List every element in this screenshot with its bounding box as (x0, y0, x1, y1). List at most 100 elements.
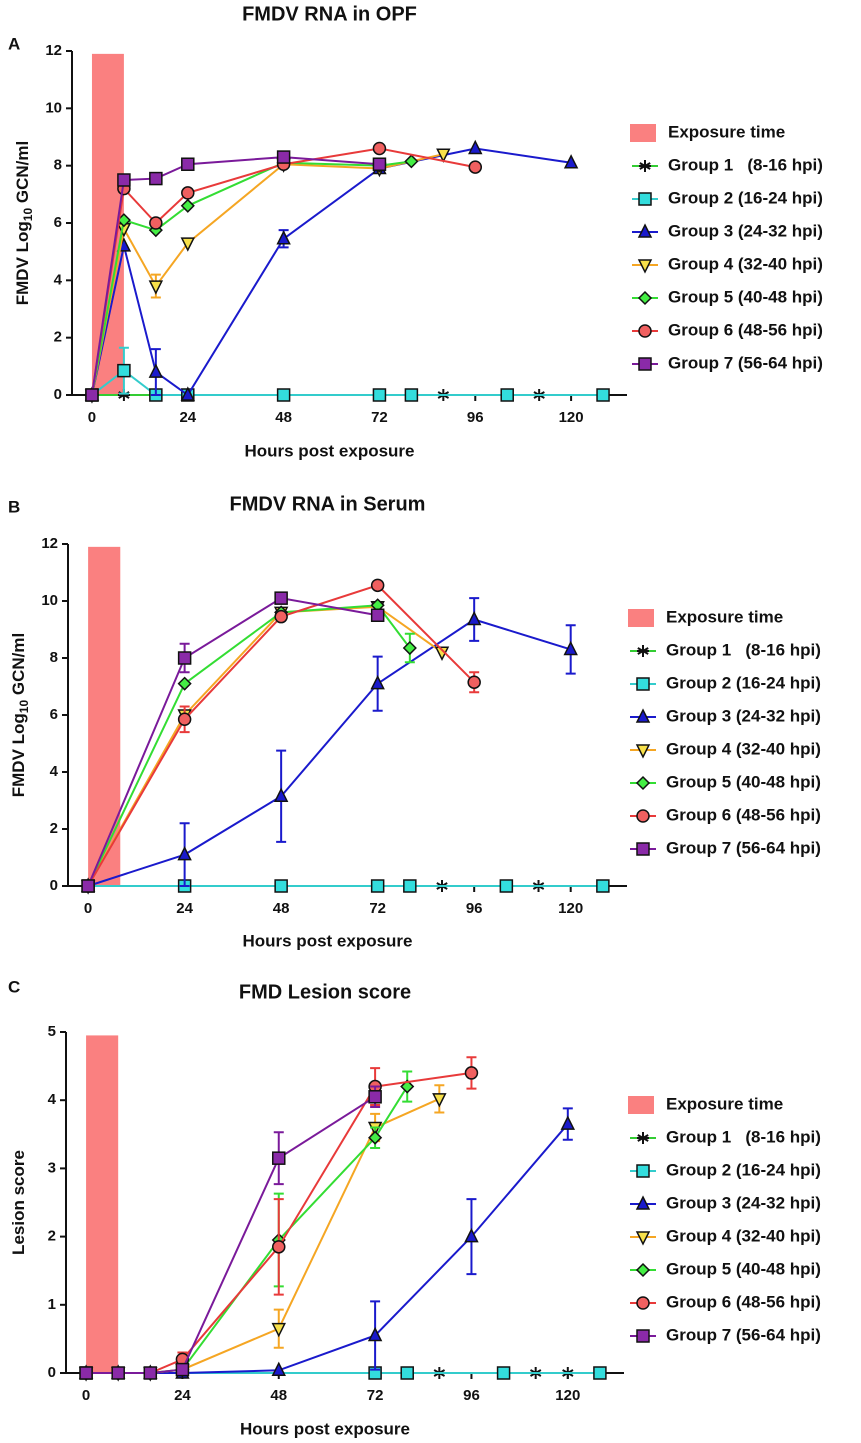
marker (560, 1115, 576, 1130)
legend-label: Group 2 (16-24 hpi) (666, 1160, 821, 1179)
marker (175, 1362, 190, 1377)
x-tick-label: 72 (367, 1387, 384, 1404)
marker (81, 879, 95, 893)
legend-label: Group 7 (56-64 hpi) (668, 353, 823, 372)
marker (596, 879, 610, 893)
marker (117, 363, 131, 378)
legend-label: Group 4 (32-40 hpi) (666, 1226, 821, 1245)
marker (274, 591, 288, 605)
chart-title: FMDV RNA in Serum (230, 493, 426, 515)
marker (367, 1326, 383, 1342)
y-axis-label: FMDV Log10 GCN/ml (9, 633, 31, 797)
y-label-text: Lesion score (9, 1150, 28, 1255)
x-tick-label: 48 (275, 409, 292, 426)
legend-label: Group 1 (8-16 hpi) (668, 155, 823, 174)
marker (635, 744, 651, 759)
y-tick-label: 4 (50, 763, 59, 780)
legend-label: Group 3 (24-32 hpi) (666, 1193, 821, 1212)
marker (636, 677, 650, 691)
y-tick-label: 6 (54, 214, 62, 231)
marker (637, 259, 653, 274)
marker (499, 879, 514, 893)
series-line (86, 1095, 376, 1374)
legend-swatch (628, 1096, 654, 1114)
marker (370, 608, 385, 622)
chart-title: FMD Lesion score (239, 981, 411, 1003)
chart-title: FMDV RNA in OPF (242, 3, 417, 25)
series-line (87, 597, 378, 887)
marker (276, 150, 291, 164)
marker (177, 651, 192, 665)
x-tick-label: 96 (463, 1387, 480, 1404)
marker (402, 640, 417, 656)
x-tick-label: 24 (174, 1387, 191, 1404)
x-tick-label: 120 (558, 900, 583, 917)
legend-label: Group 1 (8-16 hpi) (666, 640, 821, 659)
marker (370, 674, 385, 690)
x-tick-label: 72 (369, 900, 386, 917)
y-tick-label: 2 (54, 329, 62, 346)
marker (636, 1164, 650, 1178)
marker (177, 712, 192, 727)
marker (271, 1322, 286, 1338)
marker (274, 609, 288, 624)
marker (593, 1366, 607, 1380)
marker (464, 1066, 479, 1080)
legend-label: Group 6 (48-56 hpi) (668, 320, 823, 339)
marker (117, 173, 131, 187)
legend-swatch (630, 124, 656, 142)
x-tick-label: 0 (82, 1387, 90, 1404)
marker (276, 230, 291, 245)
marker (432, 1093, 447, 1108)
exposure-band (86, 1035, 119, 1373)
marker (403, 879, 417, 893)
marker (271, 1361, 286, 1377)
marker (111, 1366, 125, 1380)
y-label-sub: 10 (21, 208, 35, 222)
marker (400, 1079, 415, 1094)
x-axis-label: Hours post exposure (240, 1419, 410, 1438)
y-tick-label: 2 (48, 1228, 56, 1245)
marker (274, 879, 288, 893)
marker (637, 1132, 649, 1144)
marker (148, 280, 164, 295)
legend-label: Exposure time (666, 1094, 783, 1113)
legend-label: Group 2 (16-24 hpi) (668, 188, 823, 207)
x-axis-label: Hours post exposure (242, 931, 412, 950)
panel-letter: C (8, 977, 20, 996)
y-tick-label: 4 (54, 271, 63, 288)
series-line (86, 1123, 569, 1374)
marker (177, 845, 192, 861)
y-label-text: GCN/ml (13, 141, 32, 208)
marker (466, 610, 482, 626)
marker (177, 676, 192, 691)
marker (370, 879, 385, 893)
marker (117, 389, 130, 401)
x-tick-label: 96 (466, 900, 483, 917)
y-tick-label: 2 (50, 820, 58, 837)
legend-label: Group 6 (48-56 hpi) (666, 805, 821, 824)
legend-label: Group 3 (24-32 hpi) (668, 221, 823, 240)
y-label-sub: 10 (17, 700, 31, 714)
x-tick-label: 48 (273, 900, 290, 917)
marker (563, 154, 579, 169)
series-line (90, 147, 572, 397)
x-tick-label: 72 (371, 409, 388, 426)
legend-label: Group 2 (16-24 hpi) (666, 673, 821, 692)
y-tick-label: 8 (50, 649, 58, 666)
legend-label: Group 7 (56-64 hpi) (666, 838, 821, 857)
series-line (87, 618, 571, 887)
marker (637, 223, 653, 238)
marker (404, 154, 419, 169)
legend-label: Group 5 (40-48 hpi) (668, 287, 823, 306)
panel-letter: A (8, 34, 20, 53)
marker (638, 192, 652, 206)
marker (273, 787, 289, 802)
marker (636, 1329, 650, 1343)
series-line (90, 153, 444, 396)
marker (372, 157, 387, 171)
marker (636, 809, 650, 823)
marker (496, 1366, 511, 1380)
y-tick-label: 0 (50, 877, 58, 894)
